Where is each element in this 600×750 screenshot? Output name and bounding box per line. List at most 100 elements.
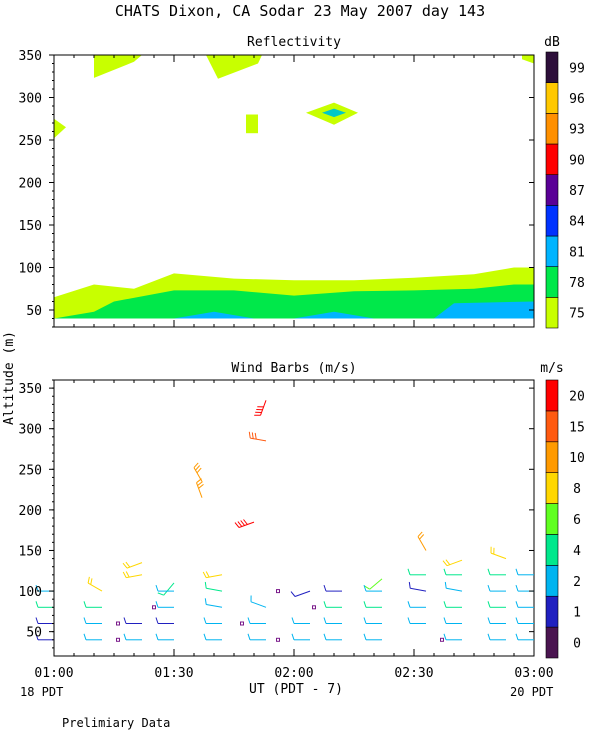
wind-barb <box>407 601 426 608</box>
wind-barb-feather <box>487 633 491 640</box>
wind-barb-feather <box>291 633 295 640</box>
wind-barb-staff <box>410 587 427 592</box>
footer-note: Prelimiary Data <box>62 716 170 730</box>
wind-barb-feather <box>204 581 207 589</box>
wind-barb-feather <box>417 531 423 537</box>
wind-barb-staff <box>206 604 223 608</box>
wind-barb-feather <box>363 601 367 608</box>
band-81-cell <box>322 108 346 118</box>
wind-barb-feather <box>487 617 491 624</box>
wind-barb <box>35 617 54 624</box>
wind-barb-feather <box>237 521 243 527</box>
wind-barb <box>248 431 267 442</box>
wind-barb-feather <box>83 617 87 624</box>
wind-barb-feather <box>90 578 93 585</box>
refl-cbar-swatch-7 <box>545 82 559 114</box>
calm-marker <box>312 605 316 610</box>
wind-barb <box>122 561 143 569</box>
wind-barb <box>407 568 426 576</box>
wind-barb-staff <box>260 400 267 416</box>
reflectivity-y-axis: 50 100 150 200 250 300 350 <box>19 49 534 328</box>
wind-barb-staff <box>490 552 507 560</box>
calm-marker <box>240 621 244 626</box>
wind-barb <box>234 519 255 528</box>
wind-barb-feather <box>35 601 39 608</box>
wind-barb-feather <box>445 559 451 566</box>
wind-barb <box>487 617 506 624</box>
refl-cbar-label-84: 84 <box>569 215 585 230</box>
wind-barb-feather <box>363 633 367 640</box>
wind-barb <box>515 601 534 608</box>
reflectivity-title: Reflectivity <box>247 35 341 50</box>
wind-barb <box>323 617 342 624</box>
wind-barb-feather <box>123 617 127 624</box>
wind-cbar-label-8: 8 <box>573 482 581 497</box>
wind-barb-feather <box>323 617 327 624</box>
wind-barb-feather <box>157 592 164 596</box>
wind-barb-feather <box>363 584 367 592</box>
wind-y-tick-label-100: 100 <box>19 585 42 600</box>
band-75-patch <box>94 55 142 78</box>
wind-title: Wind Barbs (m/s) <box>231 361 356 376</box>
wind-barb <box>155 584 174 592</box>
band-78-region <box>54 284 534 319</box>
reflectivity-field <box>54 55 534 319</box>
refl-y-tick-label-150: 150 <box>19 219 42 234</box>
refl-cbar-label-93: 93 <box>569 123 585 138</box>
wind-barb-feather <box>204 598 207 605</box>
wind-barb-feather <box>240 520 245 526</box>
wind-barb-feather <box>125 561 131 568</box>
wind-cbar-swatch-0 <box>545 626 559 659</box>
wind-x-tick-label-0200: 02:00 <box>274 666 313 681</box>
wind-barb <box>364 578 383 590</box>
wind-barb <box>443 601 462 608</box>
wind-barb <box>291 633 310 641</box>
band-81-patch <box>434 301 534 319</box>
wind-y-axis: 50 100 150 200 250 300 350 <box>19 379 534 649</box>
refl-cbar-label-87: 87 <box>569 184 585 199</box>
refl-cbar-swatch-2 <box>545 235 559 267</box>
wind-barb <box>515 584 534 592</box>
refl-cbar-label-75: 75 <box>569 307 585 322</box>
refl-y-tick-label-100: 100 <box>19 262 42 277</box>
wind-barb-feather <box>35 617 39 624</box>
x-left-note: 18 PDT <box>20 685 63 699</box>
wind-barb <box>122 571 143 579</box>
wind-y-tick-label-200: 200 <box>19 504 42 519</box>
wind-barb-feather <box>122 562 128 569</box>
wind-cbar-swatch-2 <box>545 565 559 597</box>
wind-barb-staff <box>250 601 267 608</box>
wind-y-tick-label-150: 150 <box>19 544 42 559</box>
band-75-patch <box>246 114 258 134</box>
wind-barb-feather <box>35 584 39 592</box>
wind-barb-staff <box>196 482 203 498</box>
figure-title: CHATS Dixon, CA Sodar 23 May 2007 day 14… <box>115 2 485 20</box>
wind-barb-feather <box>247 633 251 640</box>
wind-barb-staff <box>446 559 463 567</box>
wind-barb <box>408 581 427 592</box>
wind-barb-feather <box>122 571 127 578</box>
wind-barb <box>254 400 267 416</box>
reflectivity-x-ticks <box>53 55 535 327</box>
wind-barbs <box>35 400 534 642</box>
wind-y-tick-label-300: 300 <box>19 423 42 438</box>
wind-barb <box>290 590 311 597</box>
refl-cbar-label-96: 96 <box>569 92 585 107</box>
wind-barb <box>363 617 382 624</box>
wind-barb <box>123 617 142 624</box>
refl-y-tick-label-300: 300 <box>19 92 42 107</box>
wind-barb <box>515 568 534 576</box>
wind-barb-feather <box>443 617 447 624</box>
wind-barb <box>247 633 266 641</box>
refl-cbar-label-81: 81 <box>569 245 585 260</box>
wind-cbar-label-0: 0 <box>573 637 581 652</box>
wind-barb-feather <box>247 617 251 624</box>
wind-barb <box>443 617 462 624</box>
calm-marker <box>116 637 120 642</box>
refl-cbar-label-99: 99 <box>569 61 585 76</box>
wind-barb-feather <box>125 571 130 578</box>
wind-barb-feather <box>364 585 370 590</box>
reflectivity-colorbar: 75 78 81 84 87 90 93 96 99 <box>545 51 585 329</box>
wind-barb-feather <box>248 431 251 439</box>
